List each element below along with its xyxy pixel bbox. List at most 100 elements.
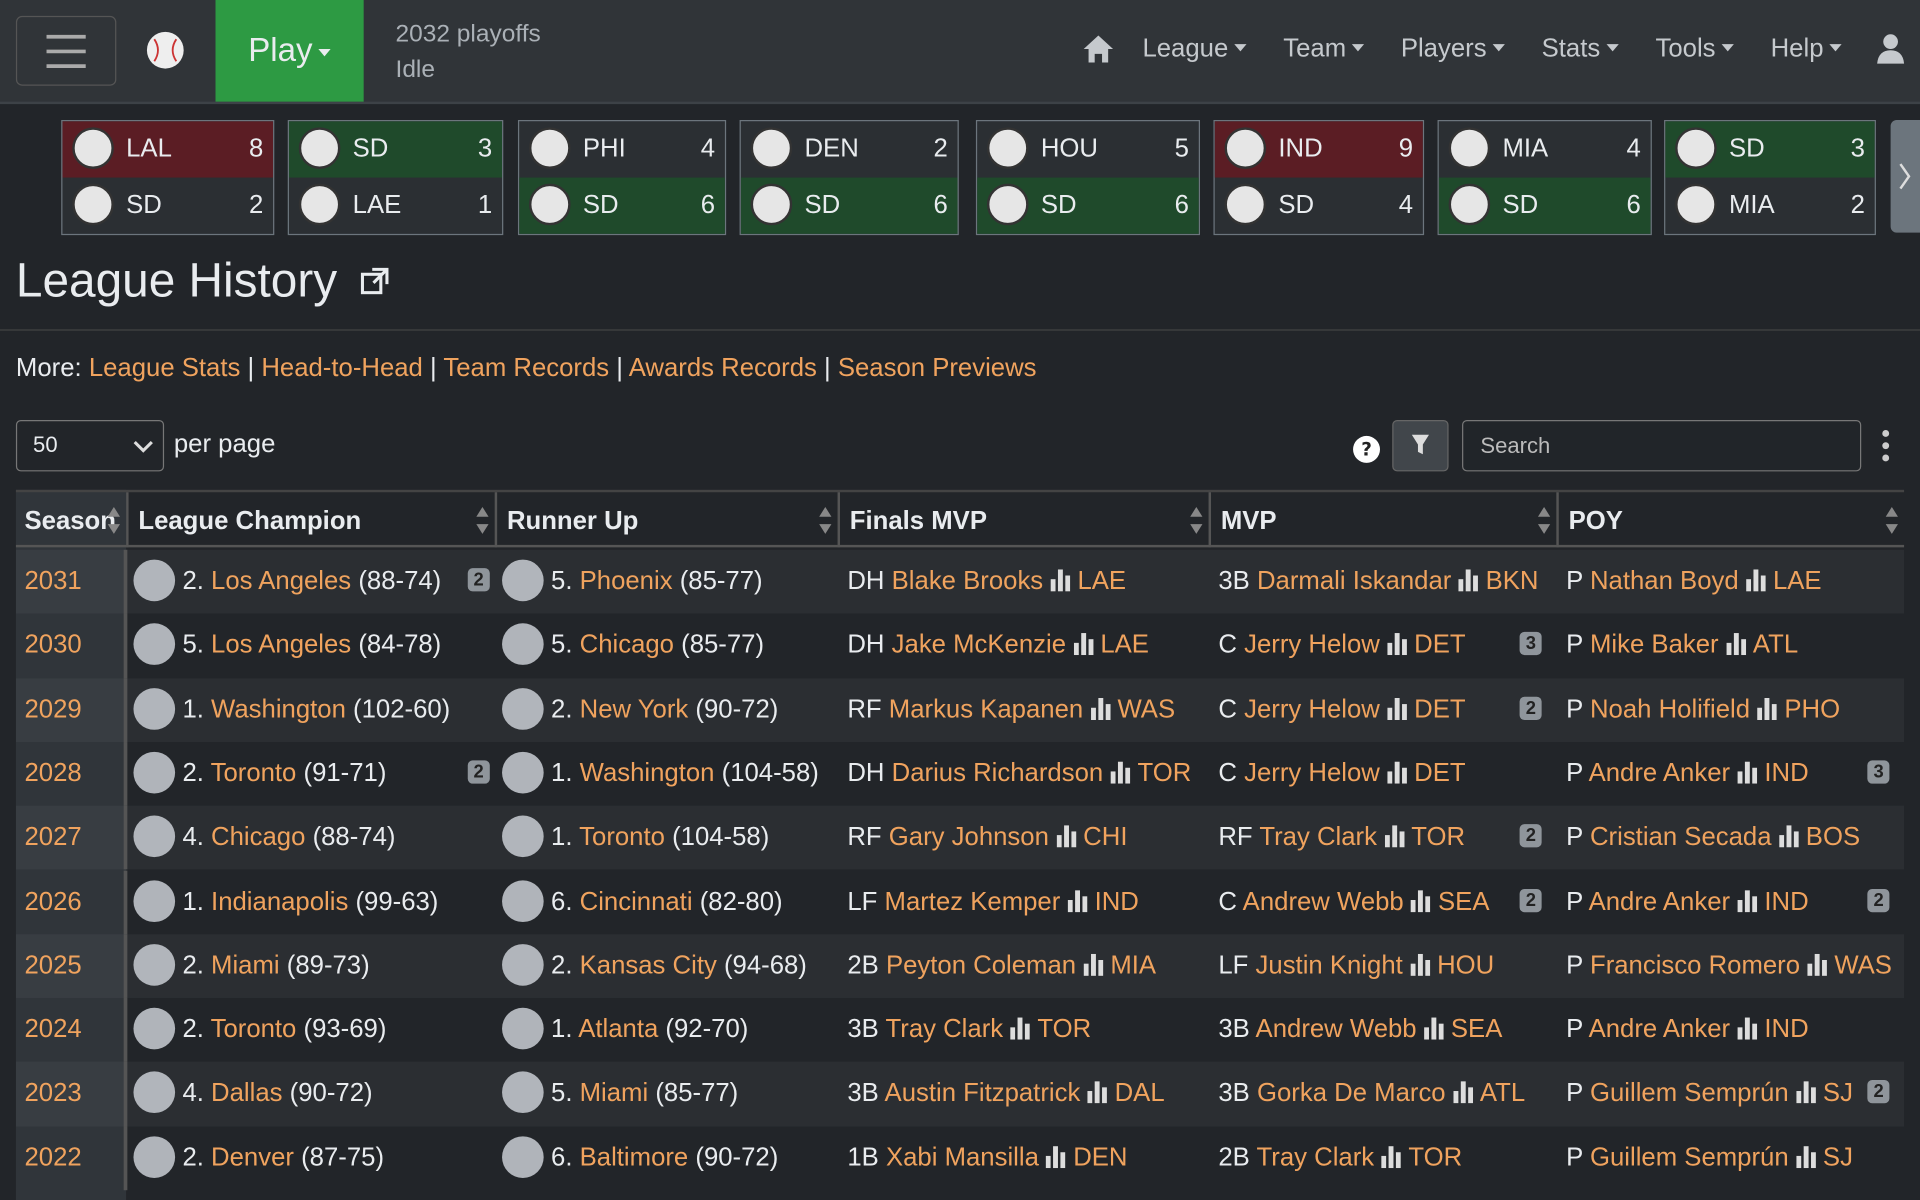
game-box[interactable]: DEN 2 SD 6	[739, 120, 959, 236]
team-link[interactable]: Phoenix	[579, 566, 673, 596]
player-link[interactable]: Tray Clark	[885, 1015, 1004, 1044]
player-link[interactable]: Jerry Helow	[1244, 630, 1380, 660]
stats-icon[interactable]	[1083, 695, 1117, 723]
column-header[interactable]: POY	[1556, 492, 1904, 548]
stats-icon[interactable]	[1417, 1015, 1451, 1043]
stats-icon[interactable]	[1789, 1143, 1823, 1171]
nav-menu[interactable]: Stats	[1542, 34, 1619, 63]
stats-icon[interactable]	[1380, 695, 1414, 723]
stats-icon[interactable]	[1739, 567, 1773, 595]
player-link[interactable]: Blake Brooks	[891, 566, 1044, 596]
player-link[interactable]: Noah Holifield	[1589, 695, 1751, 724]
help-icon[interactable]: ?	[1352, 435, 1381, 464]
user-icon[interactable]	[1876, 33, 1905, 65]
season-link[interactable]: 2030	[24, 630, 82, 660]
season-link[interactable]: 2024	[24, 1015, 82, 1044]
team-link[interactable]: Indianapolis	[211, 887, 349, 916]
player-team[interactable]: SEA	[1450, 1015, 1503, 1044]
team-link[interactable]: Denver	[211, 1143, 294, 1172]
season-link[interactable]: 2028	[24, 759, 82, 788]
stats-icon[interactable]	[1080, 1079, 1114, 1107]
player-link[interactable]: Darius Richardson	[891, 759, 1104, 788]
player-link[interactable]: Andrew Webb	[1242, 887, 1404, 916]
player-link[interactable]: Andre Anker	[1588, 887, 1731, 916]
player-team[interactable]: WAS	[1117, 695, 1176, 724]
player-link[interactable]: Nathan Boyd	[1589, 566, 1739, 596]
team-link[interactable]: Miami	[211, 951, 280, 980]
player-team[interactable]: IND	[1764, 759, 1809, 788]
stats-icon[interactable]	[1103, 759, 1137, 787]
stats-icon[interactable]	[1039, 1143, 1073, 1171]
menu-toggle[interactable]	[15, 15, 117, 86]
season-link[interactable]: 2026	[24, 887, 82, 916]
logo[interactable]	[144, 29, 186, 71]
player-link[interactable]: Jerry Helow	[1244, 759, 1380, 788]
more-link[interactable]: Season Previews	[837, 353, 1037, 383]
team-link[interactable]: Miami	[579, 1079, 649, 1108]
stats-icon[interactable]	[1451, 567, 1485, 595]
stats-icon[interactable]	[1446, 1079, 1480, 1107]
player-link[interactable]: Cristian Secada	[1589, 823, 1772, 852]
season-link[interactable]: 2031	[24, 566, 82, 596]
player-team[interactable]: BOS	[1805, 823, 1861, 852]
stats-icon[interactable]	[1403, 951, 1437, 979]
team-link[interactable]: Washington	[579, 759, 715, 788]
player-team[interactable]: TOR	[1037, 1015, 1092, 1044]
player-team[interactable]: DET	[1414, 759, 1466, 788]
game-box[interactable]: SD 3 MIA 2	[1664, 120, 1876, 236]
game-box[interactable]: LAL 8 SD 2	[61, 120, 275, 236]
player-link[interactable]: Markus Kapanen	[888, 695, 1084, 724]
player-team[interactable]: ATL	[1752, 630, 1799, 660]
player-link[interactable]: Gorka De Marco	[1256, 1079, 1446, 1108]
stats-icon[interactable]	[1380, 631, 1414, 659]
season-link[interactable]: 2027	[24, 823, 82, 852]
player-team[interactable]: ATL	[1479, 1079, 1526, 1108]
player-team[interactable]: TOR	[1411, 823, 1466, 852]
player-link[interactable]: Martez Kemper	[884, 887, 1061, 916]
player-link[interactable]: Jake McKenzie	[891, 630, 1067, 660]
player-link[interactable]: Xabi Mansilla	[885, 1143, 1039, 1172]
player-link[interactable]: Mike Baker	[1589, 630, 1719, 660]
season-link[interactable]: 2022	[24, 1143, 82, 1172]
season-link[interactable]: 2025	[24, 951, 82, 980]
player-team[interactable]: IND	[1094, 887, 1139, 916]
team-link[interactable]: Toronto	[579, 823, 665, 852]
stats-icon[interactable]	[1730, 759, 1764, 787]
team-link[interactable]: Chicago	[211, 823, 306, 852]
column-header[interactable]: Runner Up	[494, 492, 838, 548]
team-link[interactable]: Los Angeles	[211, 566, 352, 596]
team-link[interactable]: New York	[579, 695, 689, 724]
player-link[interactable]: Austin Fitzpatrick	[884, 1079, 1081, 1108]
player-link[interactable]: Francisco Romero	[1589, 951, 1801, 980]
player-team[interactable]: WAS	[1834, 951, 1892, 980]
player-team[interactable]: LAE	[1100, 630, 1149, 660]
stats-icon[interactable]	[1049, 823, 1083, 851]
stats-icon[interactable]	[1750, 695, 1784, 723]
search-input[interactable]: Search	[1462, 420, 1862, 472]
column-header[interactable]: League Champion	[126, 492, 495, 548]
stats-icon[interactable]	[1374, 1143, 1408, 1171]
more-link[interactable]: Head-to-Head	[261, 353, 423, 383]
player-team[interactable]: LAE	[1077, 566, 1127, 596]
stats-icon[interactable]	[1719, 631, 1753, 659]
nav-menu[interactable]: League	[1142, 34, 1246, 63]
player-team[interactable]: DET	[1414, 695, 1466, 724]
stats-icon[interactable]	[1730, 887, 1764, 915]
column-header[interactable]: MVP	[1208, 492, 1557, 548]
player-link[interactable]: Guillem Semprún	[1589, 1079, 1789, 1108]
stats-icon[interactable]	[1800, 951, 1834, 979]
player-link[interactable]: Jerry Helow	[1244, 695, 1380, 724]
more-link[interactable]: Awards Records	[628, 353, 817, 383]
season-link[interactable]: 2023	[24, 1079, 82, 1108]
filter-button[interactable]	[1392, 420, 1449, 472]
player-link[interactable]: Andre Anker	[1588, 1015, 1731, 1044]
player-link[interactable]: Peyton Coleman	[885, 951, 1077, 980]
nav-menu[interactable]: Tools	[1656, 34, 1734, 63]
team-link[interactable]: Baltimore	[579, 1143, 689, 1172]
player-team[interactable]: SJ	[1822, 1143, 1853, 1172]
more-options[interactable]	[1876, 429, 1896, 466]
team-link[interactable]: Washington	[211, 695, 346, 724]
player-team[interactable]: HOU	[1437, 951, 1495, 980]
stats-icon[interactable]	[1076, 951, 1110, 979]
team-link[interactable]: Chicago	[579, 630, 674, 660]
